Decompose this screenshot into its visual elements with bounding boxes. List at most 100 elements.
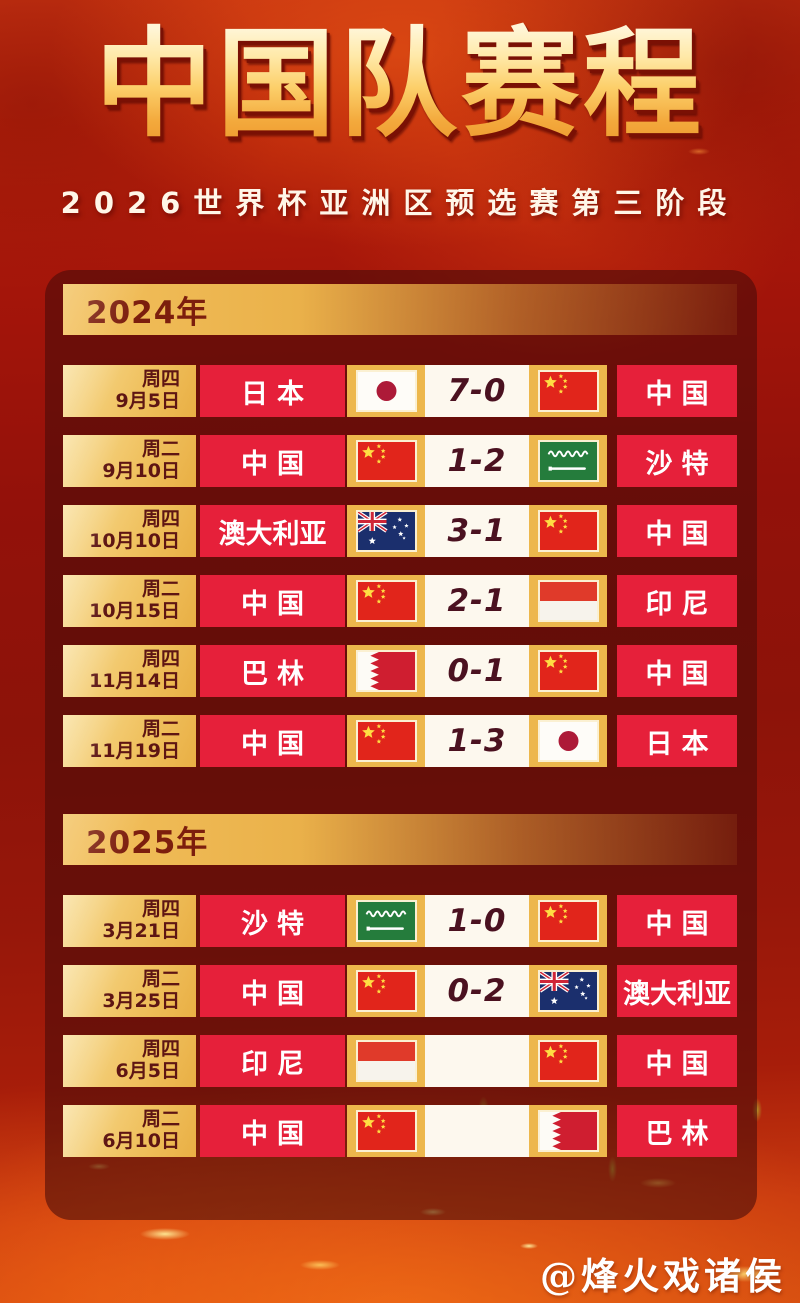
home-team-name: 中国: [241, 1118, 313, 1150]
home-team-cell: 中国: [200, 715, 345, 767]
score-cell: 1-3: [425, 715, 529, 767]
home-team-name: 澳大利亚: [218, 518, 327, 550]
home-team-name: 中国: [241, 448, 313, 480]
match-list-2025: 周四 3月21日 沙特 1-0 中国 周二 3月25日 中国 0-2: [63, 895, 737, 1157]
saudi-flag-icon: [537, 440, 599, 482]
weekday-label: 周二: [141, 968, 180, 991]
home-team-name: 中国: [241, 978, 313, 1010]
china-flag-icon: [537, 510, 599, 552]
away-team-cell: 澳大利亚: [617, 965, 737, 1017]
home-team-name: 巴林: [241, 658, 313, 690]
home-team-cell: 日本: [200, 365, 345, 417]
date-cell: 周二 9月10日: [63, 435, 196, 487]
home-team-cell: 中国: [200, 965, 345, 1017]
away-flag-cell: [529, 895, 607, 947]
away-team-cell: 巴林: [617, 1105, 737, 1157]
match-row: 周四 11月14日 巴林 0-1 中国: [63, 645, 737, 697]
home-flag-cell: [347, 1035, 425, 1087]
home-flag-cell: [347, 965, 425, 1017]
score-text: 1-2: [447, 443, 507, 479]
home-team-cell: 沙特: [200, 895, 345, 947]
date-label: 10月15日: [89, 600, 180, 622]
away-team-name: 中国: [645, 908, 718, 940]
away-flag-cell: [529, 715, 607, 767]
match-row: 周二 9月10日 中国 1-2 沙特: [63, 435, 737, 487]
date-cell: 周四 11月14日: [63, 645, 196, 697]
home-team-cell: 澳大利亚: [200, 505, 345, 557]
date-label: 3月25日: [102, 990, 180, 1012]
score-text: 7-0: [447, 373, 507, 409]
away-team-name: 中国: [645, 1048, 718, 1080]
score-cell: [425, 1105, 529, 1157]
away-flag-cell: [529, 965, 607, 1017]
weekday-label: 周四: [141, 1038, 180, 1061]
home-team-cell: 中国: [200, 435, 345, 487]
away-flag-cell: [529, 435, 607, 487]
score-text: 0-2: [447, 973, 507, 1009]
date-label: 9月5日: [115, 390, 180, 412]
australia-flag-icon: [537, 970, 599, 1012]
home-flag-cell: [347, 575, 425, 627]
watermark: @烽火戏诸侯: [536, 1246, 790, 1303]
away-team-cell: 印尼: [617, 575, 737, 627]
score-cell: 1-0: [425, 895, 529, 947]
away-team-name: 中国: [645, 518, 718, 550]
match-row: 周二 10月15日 中国 2-1 印尼: [63, 575, 737, 627]
china-flag-icon: [537, 1040, 599, 1082]
away-team-name: 日本: [645, 728, 718, 760]
china-flag-icon: [355, 1110, 417, 1152]
date-cell: 周四 6月5日: [63, 1035, 196, 1087]
home-team-name: 中国: [241, 728, 313, 760]
date-label: 11月19日: [89, 740, 180, 762]
away-team-cell: 日本: [617, 715, 737, 767]
away-team-cell: 中国: [617, 505, 737, 557]
away-flag-cell: [529, 505, 607, 557]
match-row: 周四 9月5日 日本 7-0 中国: [63, 365, 737, 417]
home-team-name: 中国: [241, 588, 313, 620]
china-flag-icon: [355, 970, 417, 1012]
away-team-cell: 中国: [617, 895, 737, 947]
date-cell: 周二 10月15日: [63, 575, 196, 627]
date-cell: 周二 3月25日: [63, 965, 196, 1017]
weekday-label: 周二: [141, 1108, 180, 1131]
date-label: 11月14日: [89, 670, 180, 692]
score-cell: 3-1: [425, 505, 529, 557]
away-team-name: 澳大利亚: [623, 978, 731, 1010]
away-team-cell: 中国: [617, 365, 737, 417]
china-flag-icon: [537, 650, 599, 692]
away-team-name: 印尼: [645, 588, 718, 620]
away-flag-cell: [529, 365, 607, 417]
china-flag-icon: [537, 370, 599, 412]
home-team-name: 印尼: [241, 1048, 313, 1080]
china-flag-icon: [537, 900, 599, 942]
home-flag-cell: [347, 895, 425, 947]
away-team-name: 中国: [645, 658, 718, 690]
indonesia-flag-icon: [355, 1040, 417, 1082]
home-flag-cell: [347, 1105, 425, 1157]
weekday-label: 周二: [141, 438, 180, 461]
date-cell: 周四 10月10日: [63, 505, 196, 557]
home-team-name: 日本: [241, 378, 313, 410]
away-team-cell: 沙特: [617, 435, 737, 487]
date-label: 6月5日: [115, 1060, 180, 1082]
score-text: 1-3: [447, 723, 507, 759]
indonesia-flag-icon: [537, 580, 599, 622]
season-2025-section: 2025年 周四 3月21日 沙特 1-0 中国 周二 3月25日 中国: [63, 814, 737, 1175]
year-bar-2025: 2025年: [63, 814, 737, 865]
weekday-label: 周二: [141, 718, 180, 741]
match-row: 周二 6月10日 中国 巴林: [63, 1105, 737, 1157]
away-team-name: 巴林: [645, 1118, 718, 1150]
china-flag-icon: [355, 440, 417, 482]
date-label: 3月21日: [102, 920, 180, 942]
match-row: 周二 3月25日 中国 0-2 澳大利亚: [63, 965, 737, 1017]
home-team-cell: 巴林: [200, 645, 345, 697]
match-row: 周四 6月5日 印尼 中国: [63, 1035, 737, 1087]
weekday-label: 周四: [141, 508, 180, 531]
japan-flag-icon: [355, 370, 417, 412]
match-row: 周四 3月21日 沙特 1-0 中国: [63, 895, 737, 947]
date-label: 6月10日: [102, 1130, 180, 1152]
bahrain-flag-icon: [355, 650, 417, 692]
away-team-name: 沙特: [645, 448, 718, 480]
score-text: 3-1: [447, 513, 507, 549]
